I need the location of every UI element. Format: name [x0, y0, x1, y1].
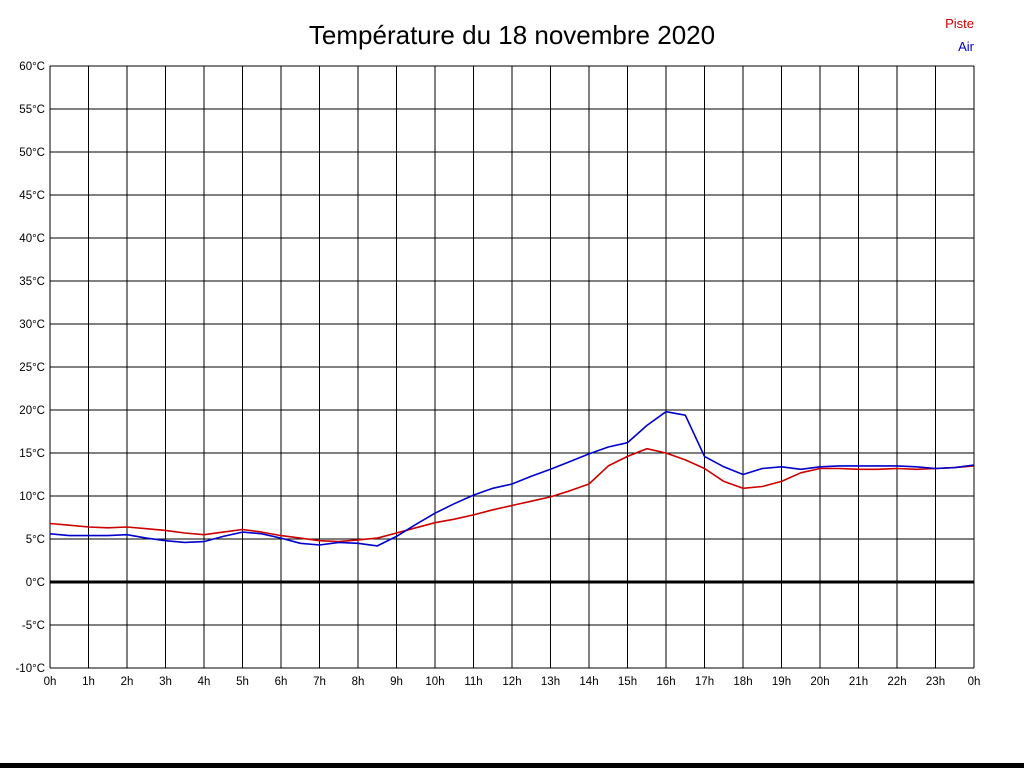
y-tick-label: 30°C [19, 319, 45, 331]
x-tick-label: 14h [579, 676, 598, 688]
x-tick-label: 22h [887, 676, 906, 688]
series-air-line [49, 410, 975, 547]
x-tick-label: 7h [313, 676, 326, 688]
legend-piste: Piste [945, 16, 974, 31]
x-tick-label: 6h [275, 676, 288, 688]
x-tick-label: 5h [236, 676, 249, 688]
legend-air: Air [958, 39, 974, 54]
x-tick-label: 23h [926, 676, 945, 688]
x-tick-label: 2h [121, 676, 134, 688]
x-tick-label: 0h [968, 676, 981, 688]
chart-legend: Piste Air [945, 12, 974, 58]
x-tick-label: 1h [82, 676, 95, 688]
y-tick-label: 40°C [19, 233, 45, 245]
x-tick-label: 18h [733, 676, 752, 688]
y-tick-label: 5°C [26, 534, 45, 546]
y-tick-label: 50°C [19, 147, 45, 159]
y-tick-label: 60°C [19, 61, 45, 73]
x-tick-label: 4h [198, 676, 211, 688]
y-tick-label: -10°C [15, 663, 45, 675]
x-tick-label: 16h [656, 676, 675, 688]
y-tick-label: -5°C [22, 620, 45, 632]
y-tick-label: 10°C [19, 491, 45, 503]
x-tick-label: 9h [390, 676, 403, 688]
x-tick-label: 17h [695, 676, 714, 688]
x-tick-label: 12h [502, 676, 521, 688]
x-tick-label: 3h [159, 676, 172, 688]
y-tick-label: 45°C [19, 190, 45, 202]
y-tick-label: 0°C [26, 577, 45, 589]
series-piste-line [49, 447, 975, 543]
y-tick-label: 15°C [19, 448, 45, 460]
x-tick-label: 13h [541, 676, 560, 688]
x-tick-label: 8h [352, 676, 365, 688]
y-tick-label: 55°C [19, 104, 45, 116]
x-tick-label: 21h [849, 676, 868, 688]
y-tick-label: 35°C [19, 276, 45, 288]
chart-title: Température du 18 novembre 2020 [308, 20, 716, 50]
x-tick-label: 15h [618, 676, 637, 688]
y-tick-label: 20°C [19, 405, 45, 417]
x-tick-label: 19h [772, 676, 791, 688]
x-tick-label: 10h [425, 676, 444, 688]
x-tick-label: 20h [810, 676, 829, 688]
x-tick-label: 0h [44, 676, 57, 688]
x-tick-label: 11h [464, 676, 482, 688]
y-tick-label: 25°C [19, 362, 45, 374]
bottom-border [0, 763, 1024, 768]
